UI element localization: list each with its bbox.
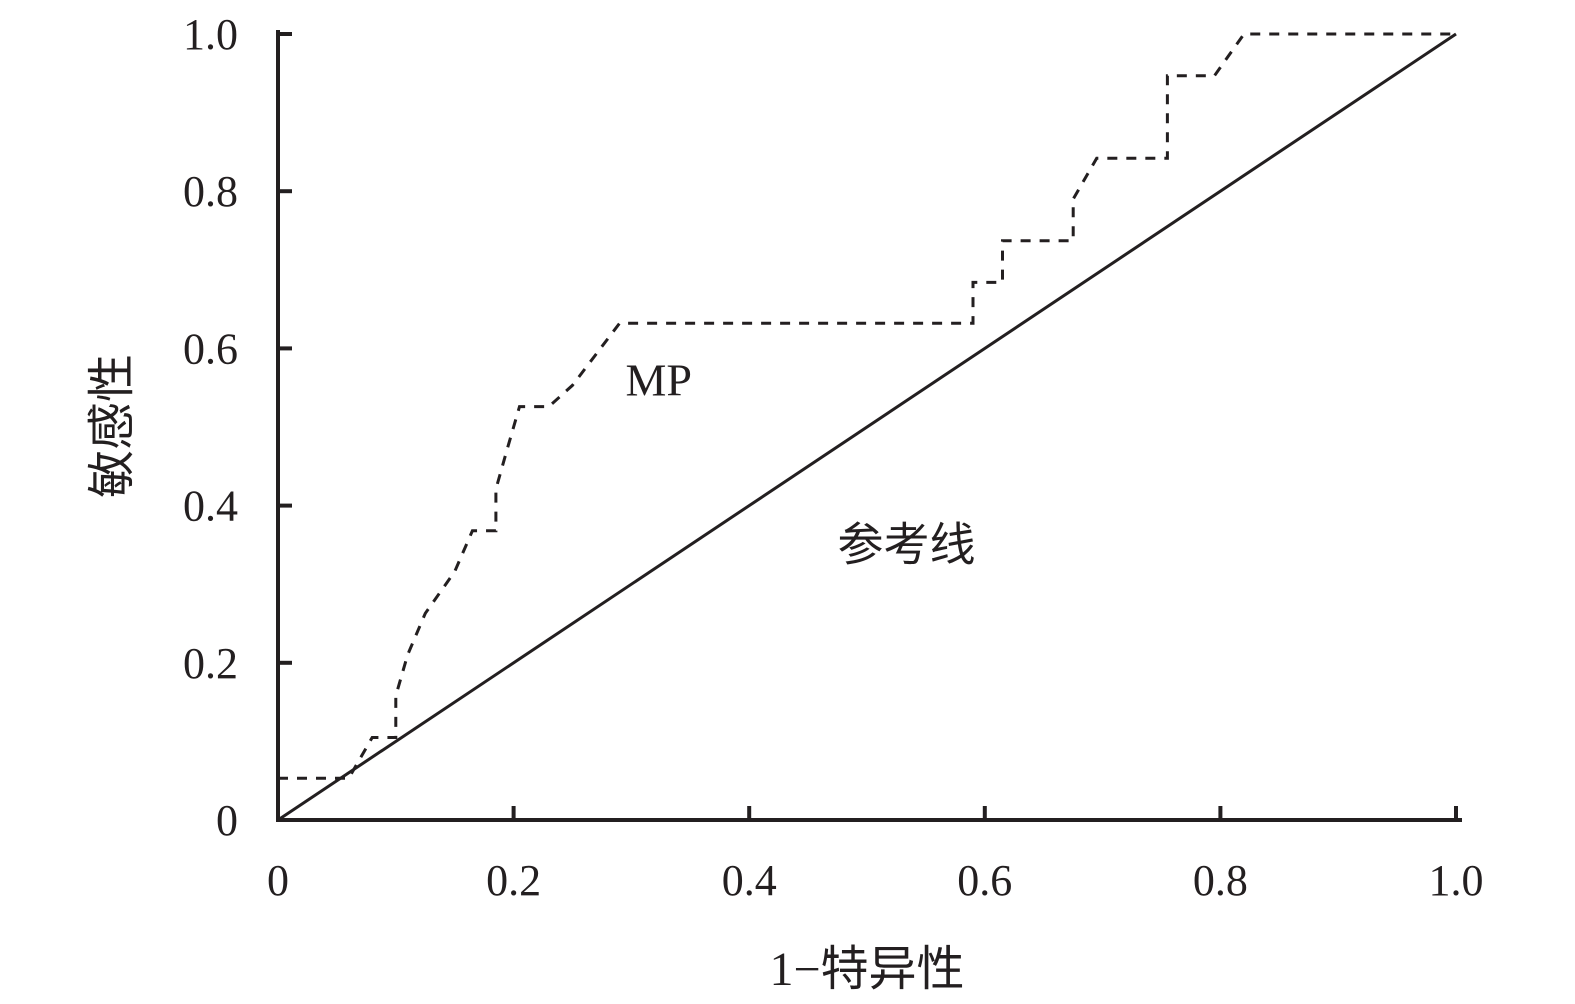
series-line-mp [278, 32, 1456, 780]
ticks-layer: 0 0.2 0.4 0.6 0.8 1.0 0 0.2 0.4 0.6 0.8 1.0 [183, 10, 1484, 905]
series-layer [277, 32, 1457, 822]
y-axis-label: 敏感性 [86, 354, 139, 498]
x-tick-label: 0.8 [1193, 856, 1248, 905]
x-axis-label: 1−特异性 [769, 943, 964, 996]
x-tick-label: 0.6 [957, 856, 1012, 905]
y-tick-label: 1.0 [183, 10, 238, 59]
series-label-reference: 参考线 [838, 520, 976, 571]
y-tick-label: 0 [216, 796, 238, 845]
labels-layer: 1−特异性 敏感性 MP 参考线 [86, 354, 976, 996]
axes-layer [276, 30, 1462, 822]
y-tick-label: 0.2 [183, 639, 238, 688]
series-line-reference [277, 32, 1457, 822]
x-tick-label: 1.0 [1429, 856, 1484, 905]
x-tick-label: 0.2 [486, 856, 541, 905]
y-tick-label: 0.4 [183, 482, 238, 531]
series-label-mp: MP [626, 355, 692, 406]
x-tick-label: 0 [267, 856, 289, 905]
x-tick-label: 0.4 [722, 856, 777, 905]
y-tick-label: 0.8 [183, 167, 238, 216]
y-tick-label: 0.6 [183, 324, 238, 373]
